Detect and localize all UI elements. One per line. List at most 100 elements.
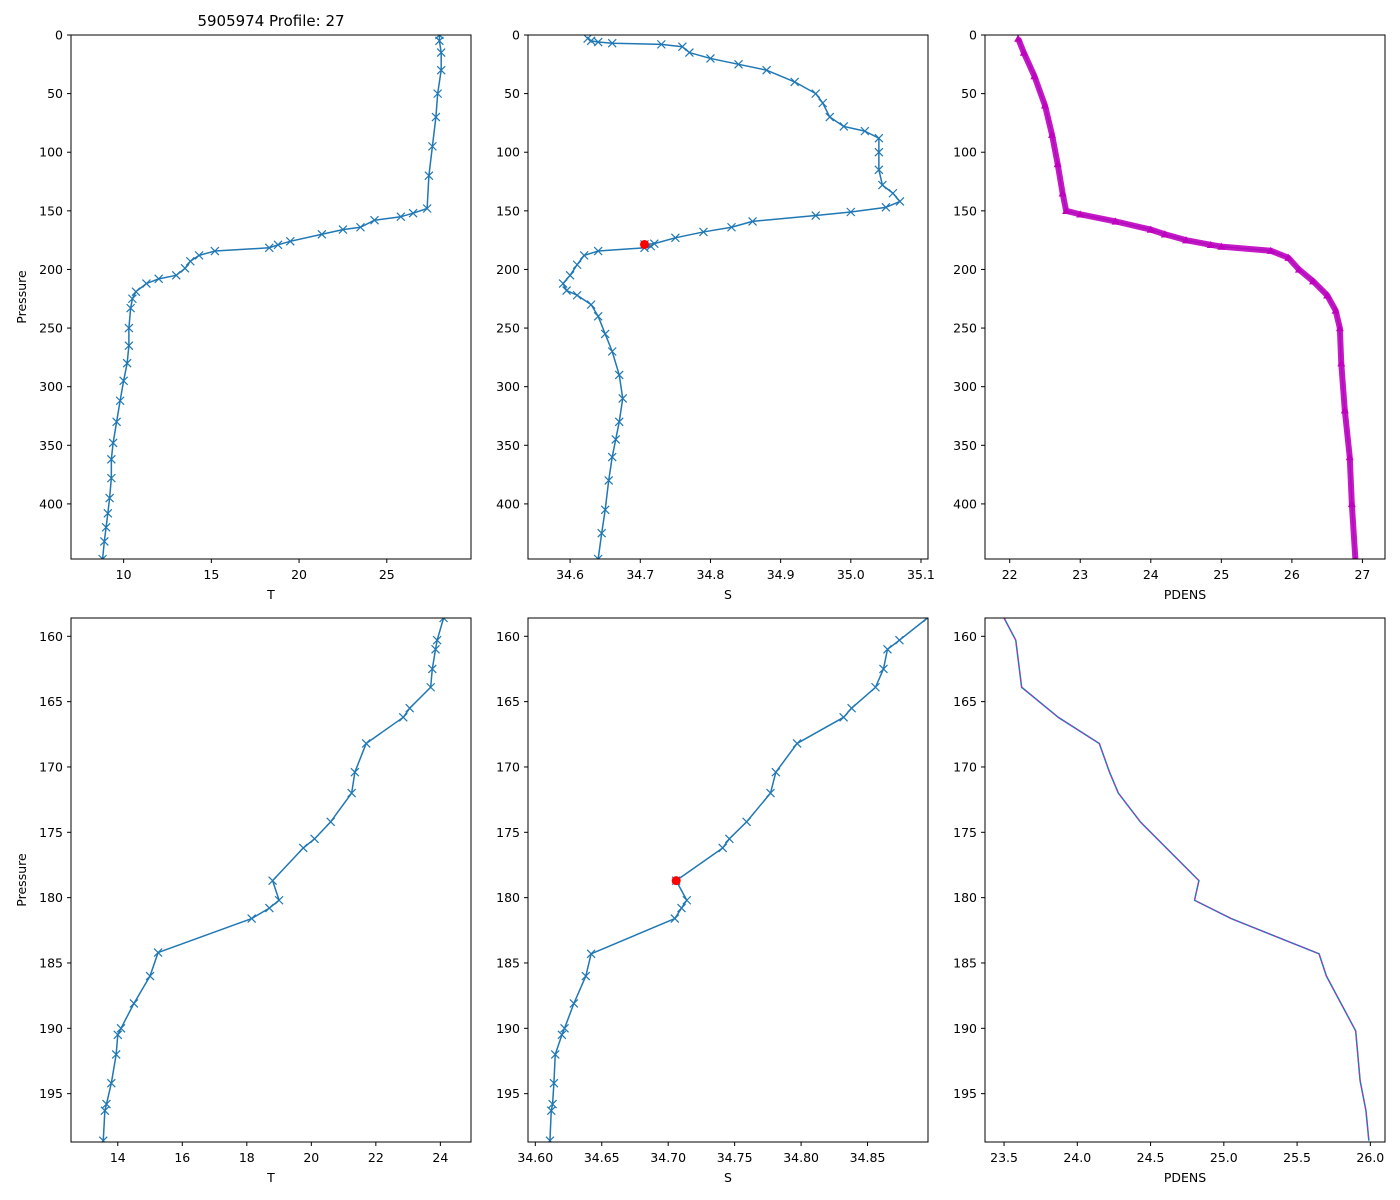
data-point-7 <box>424 171 434 181</box>
data-point-8 <box>734 59 743 69</box>
data-point-40 <box>99 536 109 546</box>
y-tick-label: 50 <box>961 86 977 101</box>
x-tick-label: 22 <box>368 1150 384 1165</box>
data-point-19 <box>194 250 204 260</box>
y-tick-label: 175 <box>496 825 520 840</box>
data-point-40 <box>586 300 596 310</box>
data-point-33 <box>112 417 122 427</box>
data-point-7 <box>792 739 802 748</box>
data-point-36 <box>565 270 575 280</box>
y-tick-label: 165 <box>953 694 977 709</box>
data-point-23 <box>846 207 856 217</box>
data-point-15 <box>860 126 870 136</box>
data-point-27 <box>699 227 708 237</box>
data-point-12 <box>818 98 828 108</box>
y-tick-label: 350 <box>39 438 63 453</box>
data-point-4 <box>871 682 880 692</box>
y-tick-label: 250 <box>39 321 63 336</box>
y-tick-label: 0 <box>969 28 977 43</box>
data-point-9 <box>766 788 775 798</box>
data-point-19 <box>569 999 579 1008</box>
data-point-34 <box>108 438 118 448</box>
data-point-11 <box>310 834 319 844</box>
data-point-51 <box>597 528 607 538</box>
data-point-45 <box>618 393 628 403</box>
series-line-pdens <box>1017 38 1357 559</box>
plot-area <box>98 35 446 559</box>
plot-area <box>545 618 928 1142</box>
y-tick-label: 350 <box>953 438 977 453</box>
data-point-11 <box>811 89 821 99</box>
data-point-22 <box>171 270 181 280</box>
data-point-23 <box>154 274 164 284</box>
y-tick-label: 100 <box>39 145 63 160</box>
series-marker-band <box>1015 37 1359 559</box>
data-point-20 <box>185 256 195 266</box>
y-tick-label: 250 <box>496 321 520 336</box>
panels-group: 10 15 20 25050100150200250300350400TPressur… <box>14 28 1386 1185</box>
data-point-12 <box>718 843 728 853</box>
y-tick-label: 175 <box>39 825 63 840</box>
y-tick-label: 400 <box>39 496 63 511</box>
series-line-s <box>562 37 901 559</box>
panel-s-zoom: 34.60 34.65 34.70 34.75 34.80 34.85 160 165 170 1… <box>496 617 929 1185</box>
y-tick-label: 100 <box>496 145 520 160</box>
axes-frame <box>527 617 929 1143</box>
highlight-point <box>639 239 649 249</box>
y-tick-label: 185 <box>39 955 63 970</box>
data-point-13 <box>338 225 348 235</box>
x-axis-label: PDENS <box>1164 587 1206 602</box>
data-point-9 <box>408 208 418 218</box>
data-point-36 <box>106 473 116 483</box>
data-point-21 <box>557 1030 567 1040</box>
x-tick-label: 34.65 <box>584 1150 620 1165</box>
plot-area <box>1014 35 1359 559</box>
x-axis-label: PDENS <box>1164 1170 1206 1185</box>
data-point-14 <box>317 229 327 239</box>
data-point-28 <box>124 323 134 333</box>
plot-area <box>558 35 905 559</box>
data-point-39 <box>101 522 111 532</box>
x-tick-label: 26 <box>1284 567 1300 582</box>
x-tick-label: 34.8 <box>697 567 725 582</box>
data-point-23 <box>549 1078 559 1088</box>
data-point-20 <box>116 1023 126 1033</box>
x-tick-label: 25 <box>379 567 395 582</box>
data-point-6 <box>427 141 437 151</box>
data-point-49 <box>604 476 614 485</box>
data-point-26 <box>127 294 137 304</box>
data-point-43 <box>607 347 617 356</box>
data-point-18 <box>210 246 220 256</box>
x-tick-label: 10 <box>116 567 132 582</box>
y-tick-label: 300 <box>496 379 520 394</box>
data-point-37 <box>558 279 568 288</box>
data-point-26 <box>545 1136 555 1142</box>
panel-pdens-full: 22 23 24 25 26 27 0 50 100 150 200 250 300 350 400 PDEN… <box>953 28 1386 602</box>
x-tick-label: 24 <box>1143 567 1159 582</box>
data-point-39 <box>572 290 582 300</box>
y-tick-label: 0 <box>55 28 63 43</box>
y-tick-label: 50 <box>504 86 520 101</box>
y-tick-label: 180 <box>496 890 520 905</box>
data-point-21 <box>895 197 905 206</box>
y-tick-label: 185 <box>953 955 977 970</box>
y-tick-label: 200 <box>953 262 977 277</box>
data-point-25 <box>100 1106 110 1116</box>
x-tick-label: 35.0 <box>837 567 865 582</box>
data-point-44 <box>614 370 624 380</box>
data-point-48 <box>607 452 617 462</box>
x-tick-label: 22 <box>1002 567 1018 582</box>
data-point-22 <box>550 1050 560 1059</box>
figure-title: 5905974 Profile: 27 <box>197 12 344 30</box>
data-point-8 <box>422 204 432 213</box>
x-tick-label: 26.0 <box>1356 1150 1384 1165</box>
y-tick-label: 0 <box>512 28 520 43</box>
y-tick-label: 180 <box>39 890 63 905</box>
data-point-5 <box>405 703 415 713</box>
data-point-1 <box>432 635 442 645</box>
plot-area <box>98 618 449 1142</box>
x-tick-label: 35.1 <box>907 567 935 582</box>
x-tick-label: 34.6 <box>556 567 584 582</box>
series-line-pdens <box>1003 618 1370 1141</box>
data-point-15 <box>677 903 686 913</box>
